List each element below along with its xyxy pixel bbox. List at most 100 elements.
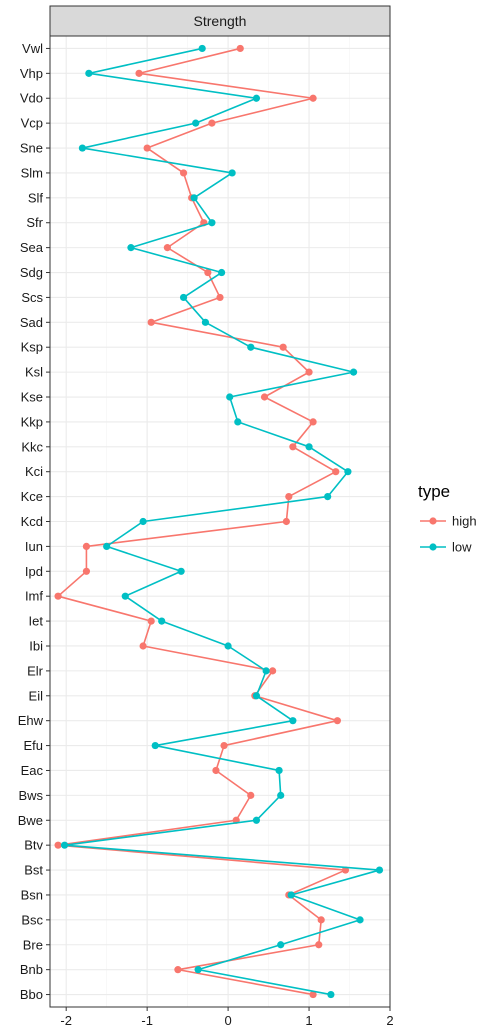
data-point-low-Btv [60, 841, 69, 849]
data-point-low-Iet [158, 617, 166, 625]
y-tick-label: Btv [24, 838, 43, 853]
data-point-high-Bbo [309, 990, 317, 999]
data-point-low-Bsn [287, 891, 295, 899]
data-point-high-Imf [54, 592, 62, 600]
legend-item-low: low [420, 540, 472, 555]
data-point-high-Eac [212, 766, 220, 775]
facet-strip-background [49, 5, 391, 37]
y-tick-label: Iun [25, 539, 43, 554]
y-tick-label: Scs [21, 290, 43, 305]
data-point-low-Sdg [218, 268, 226, 277]
y-tick-label: Eac [21, 763, 44, 778]
legend-label: low [452, 540, 472, 555]
data-point-high-Iun [82, 542, 91, 550]
y-tick-label: Iet [29, 614, 44, 629]
y-tick-label: Kkp [21, 414, 43, 429]
y-tick-label: Elr [27, 663, 44, 678]
y-tick-label: Bst [24, 863, 43, 878]
data-point-high-Bsc [317, 916, 325, 924]
x-tick-label: -1 [141, 1013, 153, 1028]
data-point-low-Ipd [177, 567, 185, 575]
y-tick-label: Kce [21, 489, 43, 504]
data-point-low-Sea [127, 244, 135, 252]
series-low [60, 44, 384, 999]
data-point-low-Kce [324, 493, 332, 501]
y-tick-label: Bsc [21, 912, 43, 927]
y-tick-label: Imf [25, 589, 43, 604]
data-point-high-Slm [179, 169, 188, 177]
data-point-low-Slm [228, 169, 236, 177]
y-axis: Vwl Vhp Vdo Vcp Sne Slm Slf Sfr Sea Sdg Scs Sad Ksp K… [18, 41, 50, 1002]
data-point-low-Vwl [198, 44, 206, 53]
data-point-high-Scs [216, 293, 224, 302]
data-point-high-Ksl [305, 368, 313, 376]
data-point-low-Vdo [252, 94, 261, 102]
data-point-high-Sea [163, 244, 171, 252]
y-tick-label: Vdo [20, 91, 43, 106]
legend-key-point [429, 543, 437, 551]
data-point-low-Sad [201, 318, 210, 326]
y-tick-label: Sfr [26, 215, 43, 230]
x-axis: -2 -1 0 1 2 [60, 1007, 394, 1028]
y-tick-label: Sdg [20, 265, 43, 280]
y-tick-label: Kcd [21, 514, 43, 529]
y-tick-label: Bre [23, 937, 43, 952]
data-point-low-Eac [275, 766, 283, 775]
y-tick-label: Vhp [20, 66, 43, 81]
legend: type high low [418, 482, 477, 555]
data-point-high-Vwl [236, 44, 244, 53]
x-tick-label: 0 [224, 1013, 231, 1028]
data-point-low-Sfr [208, 219, 216, 227]
y-tick-label: Bwe [18, 813, 43, 828]
x-tick-label: 2 [386, 1013, 393, 1028]
y-tick-label: Ibi [29, 638, 43, 653]
y-tick-label: Sne [20, 141, 43, 156]
data-point-low-Iun [103, 542, 111, 550]
data-point-low-Kkp [234, 418, 242, 426]
data-point-high-Bre [315, 941, 323, 949]
data-point-low-Slf [190, 194, 198, 202]
y-tick-label: Bws [18, 788, 43, 803]
data-point-high-Ibi [139, 642, 147, 650]
data-point-high-Iet [147, 617, 155, 625]
y-tick-label: Sad [20, 315, 43, 330]
legend-item-high: high [420, 514, 477, 529]
data-point-high-Sdg [204, 268, 212, 277]
data-point-low-Kkc [305, 443, 313, 451]
y-tick-label: Bbo [20, 987, 43, 1002]
y-tick-label: Bnb [20, 962, 43, 977]
legend-label: high [452, 514, 477, 529]
y-tick-label: Ipd [25, 564, 43, 579]
y-tick-label: Efu [23, 738, 43, 753]
y-tick-label: Slm [21, 165, 43, 180]
legend-key-point [429, 517, 437, 525]
data-point-high-Efu [220, 741, 228, 750]
data-point-high-Ipd [82, 567, 91, 575]
data-point-low-Ehw [289, 717, 297, 725]
y-tick-label: Vwl [22, 41, 43, 56]
data-point-low-Eil [252, 692, 261, 700]
data-point-high-Bws [247, 791, 255, 799]
data-point-high-Elr [269, 667, 277, 675]
facet-label: Strength [194, 13, 247, 29]
y-tick-label: Bsn [21, 887, 43, 902]
data-point-low-Bre [277, 941, 285, 949]
data-point-high-Kcd [282, 517, 290, 526]
data-point-high-Vhp [135, 69, 143, 77]
y-tick-label: Kci [25, 464, 43, 479]
data-point-high-Ehw [333, 717, 341, 725]
y-tick-label: Vcp [21, 116, 43, 131]
data-point-high-Sne [143, 144, 151, 152]
data-point-low-Imf [121, 592, 129, 600]
x-tick-label: 1 [305, 1013, 312, 1028]
data-point-high-Bnb [174, 966, 182, 974]
data-point-low-Kse [226, 393, 234, 401]
data-point-low-Kci [344, 468, 352, 476]
grid [50, 36, 391, 1007]
data-point-low-Vcp [192, 119, 200, 127]
data-point-low-Ibi [224, 642, 232, 650]
data-point-low-Scs [179, 293, 188, 302]
data-point-high-Btv [54, 841, 62, 849]
data-point-low-Bsc [356, 916, 364, 924]
